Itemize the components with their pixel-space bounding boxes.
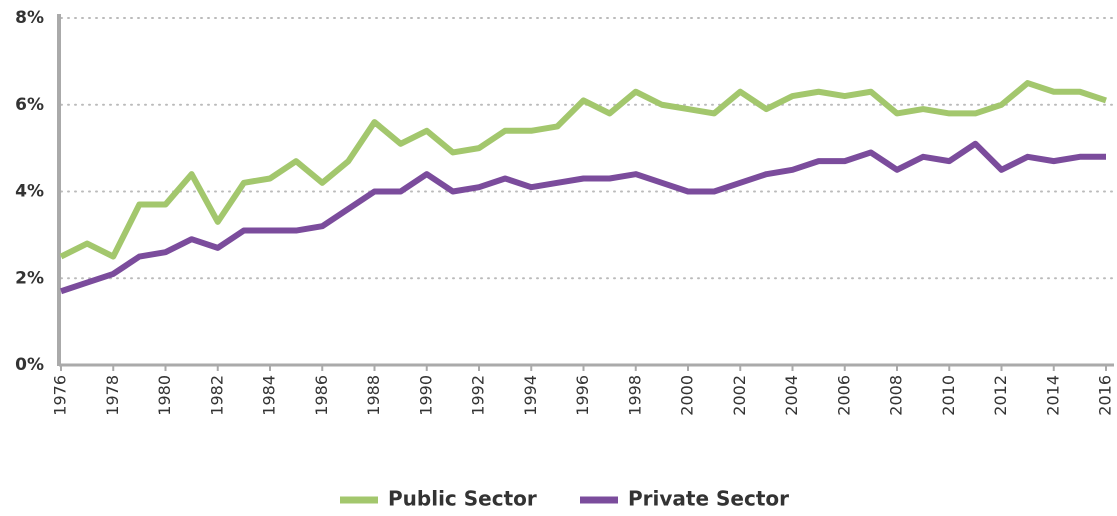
legend-label: Private Sector	[628, 487, 789, 511]
y-tick-label: 0%	[15, 355, 44, 375]
line	[59, 80, 1107, 260]
x-tick-label: 2014	[1043, 375, 1062, 416]
line	[60, 140, 1106, 295]
y-tick-label: 4%	[15, 182, 44, 202]
x-tick-label: 1976	[51, 375, 70, 416]
x-tick-label: 2008	[887, 375, 906, 416]
x-tick-label: 2002	[730, 375, 749, 416]
x-tick-label: 1980	[155, 375, 174, 416]
x-tick-label: 2006	[834, 375, 853, 416]
legend-label: Public Sector	[388, 487, 537, 511]
x-tick-label: 1996	[573, 375, 592, 416]
y-tick-label: 8%	[15, 8, 44, 28]
x-tick-label: 1994	[521, 375, 540, 416]
x-tick-label: 1988	[364, 375, 383, 416]
x-tick-label: 1978	[103, 375, 122, 416]
x-tick-label: 2010	[939, 375, 958, 416]
x-tick-label: 2004	[782, 375, 801, 416]
x-tick-label: 1992	[469, 375, 488, 416]
x-tick-label: 1990	[416, 375, 435, 416]
x-tick-label: 2016	[1096, 375, 1115, 416]
y-tick-label: 6%	[15, 95, 44, 115]
x-tick-label: 1986	[312, 375, 331, 416]
x-tick-label: 1998	[625, 375, 644, 416]
x-tick-label: 2000	[678, 375, 697, 416]
x-tick-label: 1982	[207, 375, 226, 416]
x-tick-label: 2012	[991, 375, 1010, 416]
x-tick-label: 1984	[260, 375, 279, 416]
y-tick-label: 2%	[15, 268, 44, 288]
